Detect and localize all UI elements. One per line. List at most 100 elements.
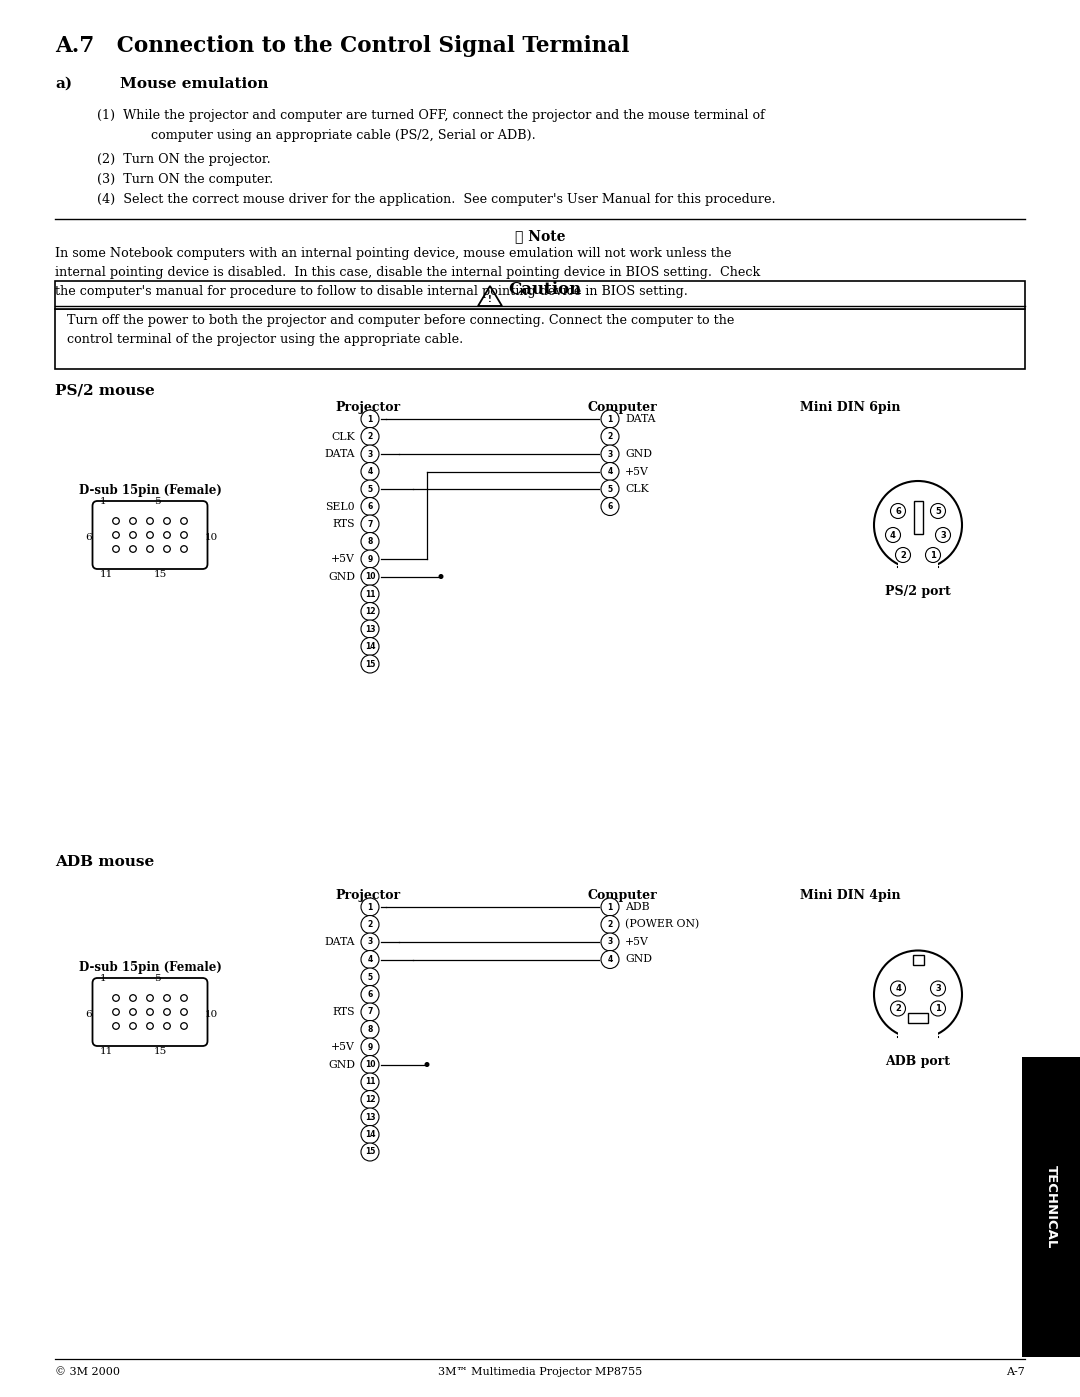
Text: PS/2 mouse: PS/2 mouse	[55, 383, 154, 397]
Circle shape	[935, 528, 950, 542]
Circle shape	[931, 1002, 945, 1016]
Text: 11: 11	[365, 590, 375, 598]
Text: 5: 5	[607, 485, 612, 493]
Text: GND: GND	[328, 571, 355, 581]
Circle shape	[130, 518, 136, 524]
Text: +5V: +5V	[625, 467, 649, 476]
FancyBboxPatch shape	[913, 954, 923, 964]
Circle shape	[130, 995, 136, 1002]
Text: Projector: Projector	[335, 888, 400, 902]
Circle shape	[147, 995, 153, 1002]
Text: SEL0: SEL0	[325, 502, 355, 511]
Circle shape	[600, 898, 619, 916]
Text: 7: 7	[367, 520, 373, 528]
Text: 2: 2	[895, 1004, 901, 1013]
Circle shape	[147, 518, 153, 524]
Text: 8: 8	[367, 536, 373, 546]
Circle shape	[361, 567, 379, 585]
Text: 12: 12	[365, 608, 375, 616]
Text: 4: 4	[367, 956, 373, 964]
Text: (4)  Select the correct mouse driver for the application.  See computer's User M: (4) Select the correct mouse driver for …	[97, 193, 775, 205]
Circle shape	[361, 1108, 379, 1126]
Circle shape	[600, 427, 619, 446]
Text: 3: 3	[367, 450, 373, 458]
Text: 6: 6	[607, 502, 612, 511]
Text: 14: 14	[365, 643, 375, 651]
Circle shape	[361, 1056, 379, 1073]
Text: 15: 15	[154, 570, 167, 578]
Circle shape	[361, 968, 379, 986]
Text: 3: 3	[607, 450, 612, 458]
Circle shape	[600, 915, 619, 933]
Circle shape	[361, 950, 379, 968]
Text: 1: 1	[99, 974, 106, 983]
Text: +5V: +5V	[625, 937, 649, 947]
Text: 5: 5	[154, 974, 161, 983]
Circle shape	[600, 497, 619, 515]
Circle shape	[361, 1003, 379, 1021]
Text: CLK: CLK	[332, 432, 355, 441]
Text: GND: GND	[625, 954, 652, 964]
Text: (POWER ON): (POWER ON)	[625, 919, 699, 929]
Circle shape	[180, 1009, 187, 1016]
Circle shape	[164, 1023, 171, 1030]
Circle shape	[180, 546, 187, 552]
Text: GND: GND	[625, 448, 652, 460]
Text: DATA: DATA	[324, 448, 355, 460]
Circle shape	[895, 548, 910, 563]
FancyBboxPatch shape	[897, 552, 939, 574]
Text: +5V: +5V	[332, 1042, 355, 1052]
Circle shape	[361, 1126, 379, 1144]
Text: D-sub 15pin (Female): D-sub 15pin (Female)	[79, 483, 221, 497]
Circle shape	[891, 503, 905, 518]
Text: 15: 15	[365, 1147, 375, 1157]
Circle shape	[874, 950, 962, 1038]
Circle shape	[361, 481, 379, 497]
Circle shape	[361, 1143, 379, 1161]
Text: 9: 9	[367, 555, 373, 563]
Text: ADB mouse: ADB mouse	[55, 855, 154, 869]
Text: TECHNICAL: TECHNICAL	[1044, 1165, 1057, 1249]
Text: 11: 11	[365, 1077, 375, 1087]
Text: 4: 4	[367, 467, 373, 476]
Circle shape	[147, 1023, 153, 1030]
Circle shape	[361, 515, 379, 534]
Circle shape	[891, 1002, 905, 1016]
Text: 13: 13	[365, 1112, 375, 1122]
FancyBboxPatch shape	[93, 978, 207, 1046]
Circle shape	[112, 546, 119, 552]
FancyBboxPatch shape	[908, 1013, 928, 1023]
Circle shape	[361, 655, 379, 673]
Text: 3: 3	[935, 983, 941, 993]
Text: !: !	[488, 296, 491, 305]
Circle shape	[164, 532, 171, 538]
Text: 1: 1	[99, 497, 106, 506]
Text: 4: 4	[607, 467, 612, 476]
Text: DATA: DATA	[324, 937, 355, 947]
Text: Mini DIN 6pin: Mini DIN 6pin	[800, 401, 901, 414]
Circle shape	[600, 481, 619, 497]
Text: Mouse emulation: Mouse emulation	[120, 77, 269, 91]
Text: 1: 1	[367, 415, 373, 423]
Circle shape	[361, 1020, 379, 1038]
Text: 1: 1	[935, 1004, 941, 1013]
Text: 3: 3	[607, 937, 612, 947]
Circle shape	[361, 985, 379, 1003]
Circle shape	[180, 995, 187, 1002]
Circle shape	[361, 915, 379, 933]
FancyBboxPatch shape	[93, 502, 207, 569]
Text: A-7: A-7	[1007, 1368, 1025, 1377]
Text: 1: 1	[930, 550, 936, 560]
Circle shape	[426, 1063, 429, 1066]
Circle shape	[130, 546, 136, 552]
Text: (3)  Turn ON the computer.: (3) Turn ON the computer.	[97, 173, 273, 186]
Circle shape	[180, 518, 187, 524]
Circle shape	[600, 446, 619, 462]
Text: Projector: Projector	[335, 401, 400, 414]
Circle shape	[361, 898, 379, 916]
Text: (1)  While the projector and computer are turned OFF, connect the projector and : (1) While the projector and computer are…	[97, 109, 765, 122]
Circle shape	[361, 620, 379, 638]
Text: Turn off the power to both the projector and computer before connecting. Connect: Turn off the power to both the projector…	[67, 314, 734, 327]
Circle shape	[112, 518, 119, 524]
Circle shape	[112, 1009, 119, 1016]
